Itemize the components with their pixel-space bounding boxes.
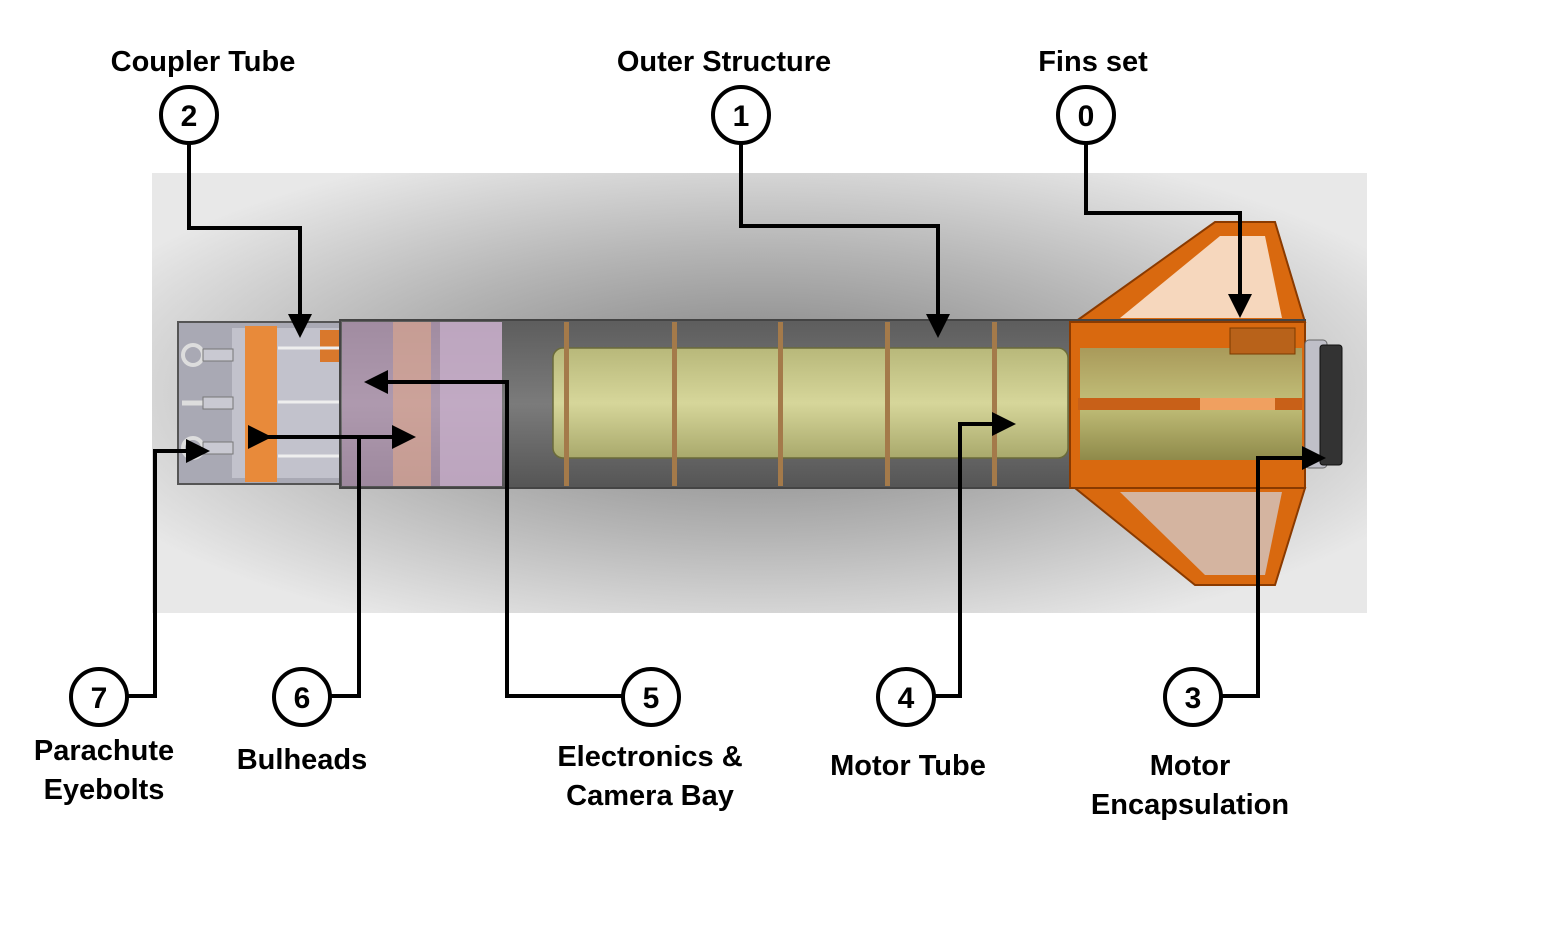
centering-ring <box>564 322 569 486</box>
label-outer-structure: Outer Structure <box>617 46 831 78</box>
leader-fins-set <box>1084 143 1252 318</box>
label-motor-encapsulation-line1: Motor <box>1150 750 1231 782</box>
label-bulheads: Bulheads <box>237 744 368 776</box>
badge-number: 1 <box>733 100 750 133</box>
motor-tube <box>552 322 1069 486</box>
coupler-band <box>245 326 277 482</box>
badge-electronics-camera-bay: 5 <box>621 667 681 727</box>
leader-parachute-eyebolts <box>127 439 210 698</box>
label-electronics-line1: Electronics & <box>557 741 742 773</box>
badge-number: 0 <box>1078 100 1095 133</box>
badge-number: 6 <box>294 682 311 715</box>
label-parachute-line1: Parachute <box>34 735 174 767</box>
badge-outer-structure: 1 <box>711 85 771 145</box>
parachute-eyebolts <box>181 343 234 460</box>
centering-ring <box>778 322 783 486</box>
label-electronics-line2: Camera Bay <box>566 780 734 812</box>
leader-motor-encapsulation <box>1221 446 1326 698</box>
label-motor-encapsulation-line2: Encapsulation <box>1091 789 1289 821</box>
label-motor-tube: Motor Tube <box>830 750 986 782</box>
electronics-camera-bay <box>342 322 502 486</box>
leader-motor-tube <box>934 412 1016 698</box>
leader-outer-structure <box>739 143 950 338</box>
centering-ring <box>672 322 677 486</box>
badge-motor-encapsulation: 3 <box>1163 667 1223 727</box>
leader-coupler-tube <box>187 143 312 338</box>
leader-bulheads <box>330 437 361 698</box>
label-fins-set: Fins set <box>1038 46 1148 78</box>
badge-motor-tube: 4 <box>876 667 936 727</box>
badge-number: 5 <box>643 682 660 715</box>
badge-bulheads: 6 <box>272 667 332 727</box>
leader-electronics-camera-bay <box>364 370 623 698</box>
badge-number: 7 <box>91 682 108 715</box>
badge-fins-set: 0 <box>1056 85 1116 145</box>
badge-number: 2 <box>181 100 198 133</box>
motor-retainer <box>1319 344 1343 466</box>
centering-ring <box>885 322 890 486</box>
badge-coupler-tube: 2 <box>159 85 219 145</box>
centering-ring <box>992 322 997 486</box>
badge-number: 3 <box>1185 682 1202 715</box>
motor-encapsulation <box>1069 321 1343 489</box>
leader-lines <box>127 143 1326 698</box>
badge-parachute-eyebolts: 7 <box>69 667 129 727</box>
fin-bottom-cutout <box>1120 492 1282 575</box>
label-parachute-line2: Eyebolts <box>44 774 165 806</box>
label-coupler-tube: Coupler Tube <box>111 46 296 78</box>
badge-number: 4 <box>898 682 915 715</box>
